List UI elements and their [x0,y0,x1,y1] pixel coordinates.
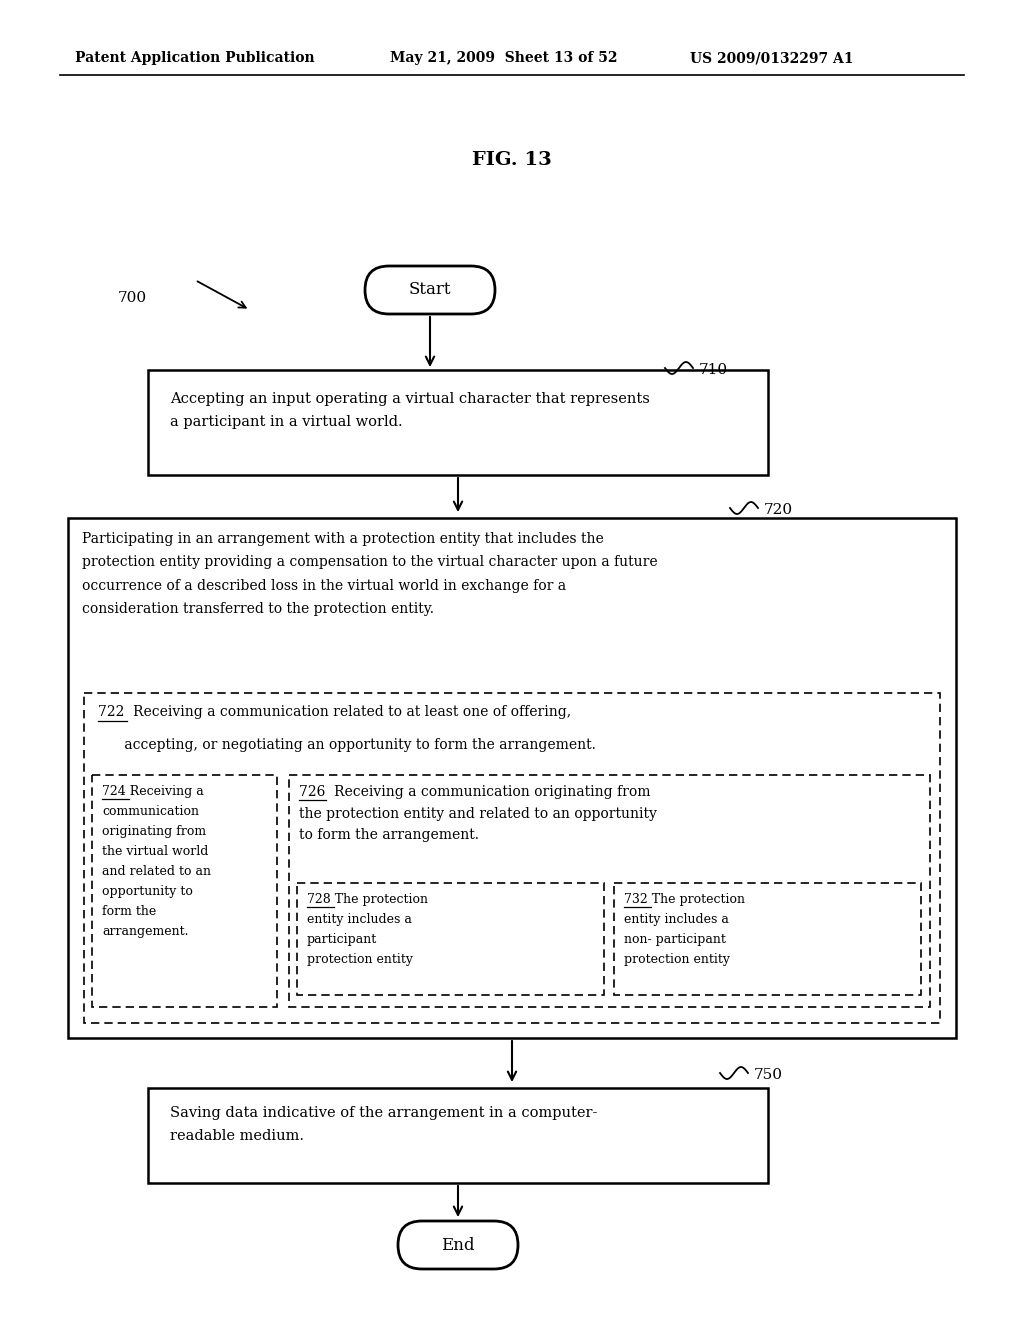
Text: US 2009/0132297 A1: US 2009/0132297 A1 [690,51,853,65]
Bar [92,775,278,1007]
Text: 732 The protection
entity includes a
non- participant
protection entity: 732 The protection entity includes a non… [624,894,745,966]
Text: End: End [441,1237,475,1254]
Text: 726  Receiving a communication originating from
the protection entity and relate: 726 Receiving a communication originatin… [299,785,656,842]
Text: FIG. 13: FIG. 13 [472,150,552,169]
Text: Start: Start [409,281,452,298]
Bar [289,775,930,1007]
Bar [297,883,604,995]
Text: Accepting an input operating a virtual character that represents
a participant i: Accepting an input operating a virtual c… [170,392,650,429]
FancyBboxPatch shape [365,267,495,314]
FancyBboxPatch shape [398,1221,518,1269]
Text: accepting, or negotiating an opportunity to form the arrangement.: accepting, or negotiating an opportunity… [98,738,596,752]
Bar [68,517,956,1038]
Text: 750: 750 [754,1068,783,1082]
Text: Participating in an arrangement with a protection entity that includes the
prote: Participating in an arrangement with a p… [82,532,657,616]
Bar [84,693,940,1023]
Text: 720: 720 [764,503,794,517]
Text: 722  Receiving a communication related to at least one of offering,: 722 Receiving a communication related to… [98,705,571,719]
Text: Saving data indicative of the arrangement in a computer-
readable medium.: Saving data indicative of the arrangemen… [170,1106,597,1143]
Text: 728 The protection
entity includes a
participant
protection entity: 728 The protection entity includes a par… [307,894,428,966]
Text: 700: 700 [118,290,147,305]
Text: 724 Receiving a
communication
originating from
the virtual world
and related to : 724 Receiving a communication originatin… [102,785,211,939]
Bar [148,370,768,475]
Text: May 21, 2009  Sheet 13 of 52: May 21, 2009 Sheet 13 of 52 [390,51,617,65]
Text: Patent Application Publication: Patent Application Publication [75,51,314,65]
Bar [148,1088,768,1183]
Text: 710: 710 [699,363,728,378]
Bar [614,883,921,995]
